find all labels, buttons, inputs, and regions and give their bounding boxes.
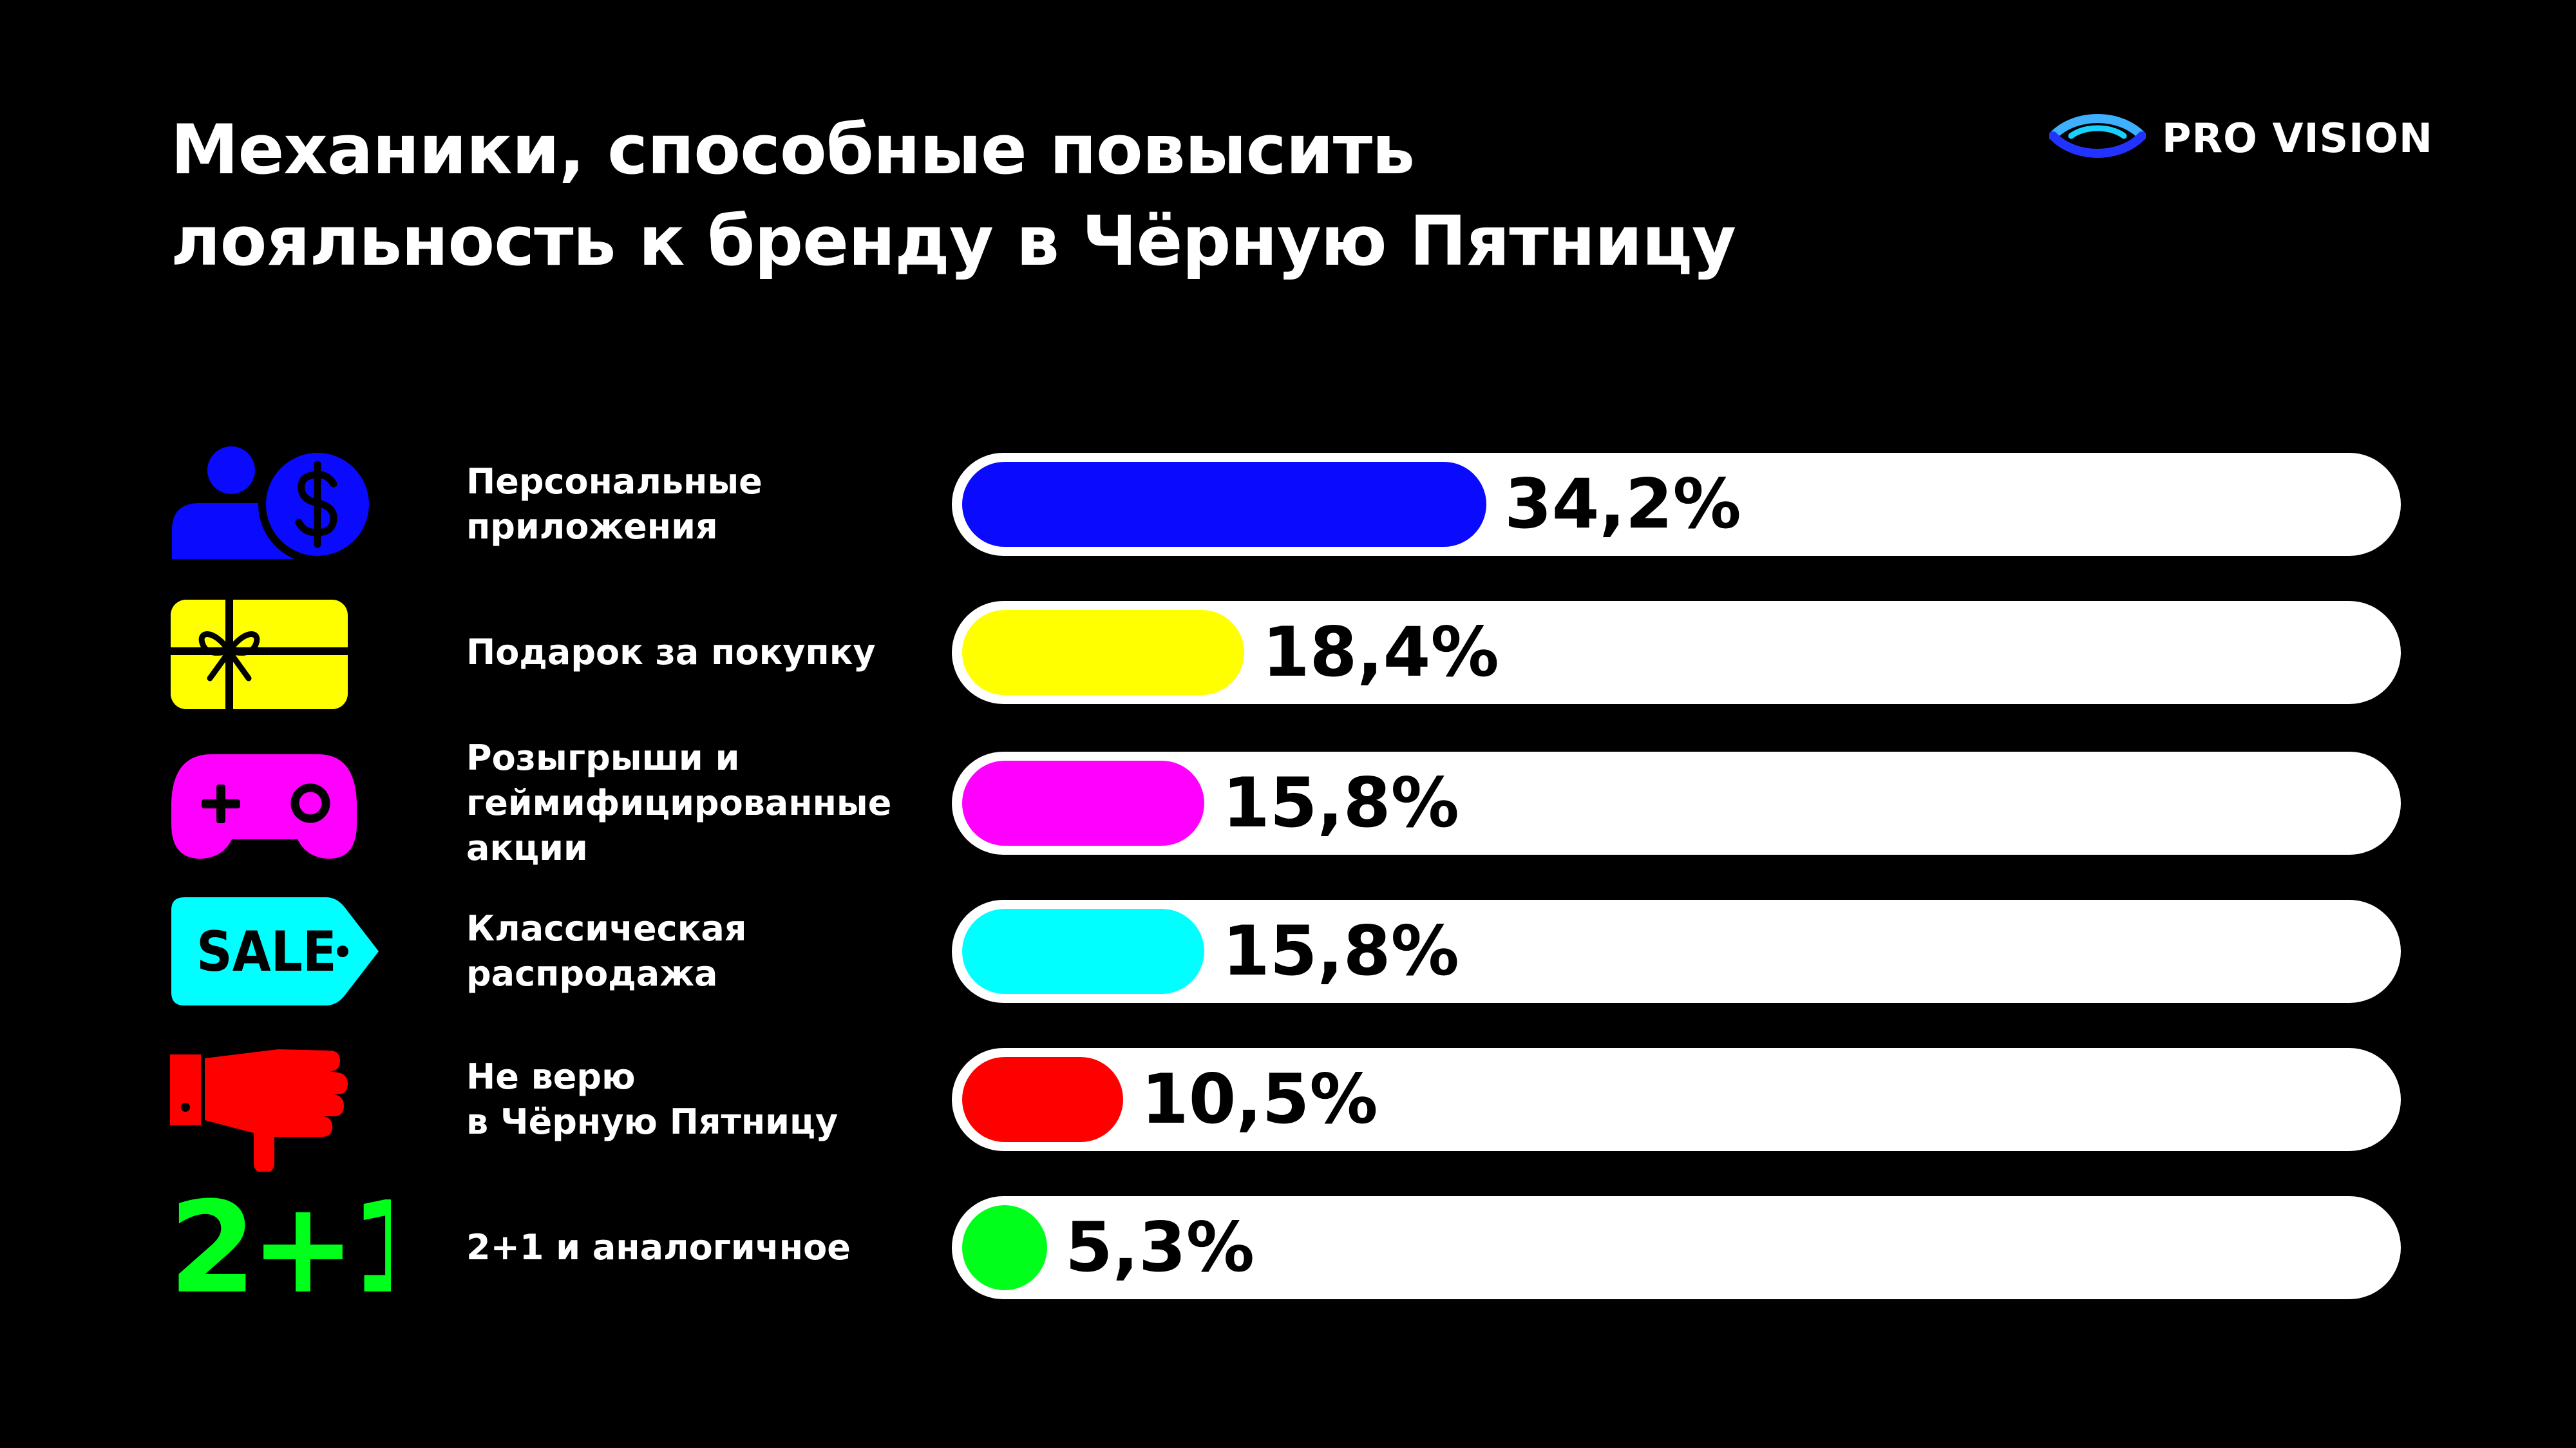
bar-track: 10,5% — [952, 1048, 2401, 1151]
chart-row-sale: SALE Классическая распродажа 15,8% — [0, 893, 2576, 1009]
chart-row-two-plus-one: 2+1 2+1 и аналогичное 5,3% — [0, 1175, 2576, 1322]
category-label: Классическая распродажа — [466, 908, 747, 994]
bar — [962, 610, 1244, 695]
bar — [962, 462, 1486, 547]
gamepad-icon — [169, 745, 391, 861]
thumbs-down-icon — [169, 1042, 391, 1172]
brand-logo: PRO VISION — [2049, 106, 2432, 166]
value-label: 10,5% — [1141, 1060, 1378, 1139]
title-line-2: лояльность к бренду в Чёрную Пятницу — [171, 202, 1736, 281]
user-dollar-icon — [169, 445, 391, 564]
chart-row-gift: Подарок за покупку 18,4% — [0, 595, 2576, 710]
value-label: 15,8% — [1222, 763, 1459, 843]
value-label: 5,3% — [1065, 1208, 1255, 1287]
value-label: 18,4% — [1262, 613, 1499, 692]
category-label: 2+1 и аналогичное — [466, 1227, 851, 1268]
two-plus-one-text: 2+1 — [169, 1190, 391, 1306]
title-line-1: Механики, способные повысить — [171, 110, 1415, 189]
category-label: Персональные приложения — [466, 461, 762, 547]
bar — [962, 1205, 1047, 1290]
value-label: 34,2% — [1504, 464, 1741, 544]
eye-logo-icon — [2049, 114, 2146, 158]
bar-track: 15,8% — [952, 900, 2401, 1003]
sale-tag-icon: SALE — [169, 893, 391, 1009]
chart-row-dont-believe: Не верю в Чёрную Пятницу 10,5% — [0, 1042, 2576, 1172]
bar — [962, 909, 1205, 994]
bar-track: 18,4% — [952, 601, 2401, 704]
chart-row-giveaways: Розыгрыши и геймифицированные акции 15,8… — [0, 738, 2576, 868]
chart-row-personal-apps: Персональные приложения 34,2% — [0, 445, 2576, 564]
value-label: 15,8% — [1222, 911, 1459, 991]
bar — [962, 761, 1205, 846]
category-label: Розыгрыши и геймифицированные акции — [466, 738, 892, 868]
bar-track: 15,8% — [952, 752, 2401, 855]
page-title: Механики, способные повысить лояльность … — [171, 104, 1909, 287]
two-plus-one-icon: 2+1 — [169, 1175, 437, 1322]
bar-track: 5,3% — [952, 1196, 2401, 1299]
sale-tag-text: SALE — [196, 920, 337, 984]
gift-card-icon — [169, 595, 391, 710]
logo-text: PRO VISION — [2162, 115, 2433, 162]
category-label: Подарок за покупку — [466, 632, 876, 672]
bar-track: 34,2% — [952, 453, 2401, 556]
category-label: Не верю в Чёрную Пятницу — [466, 1056, 838, 1142]
bar — [962, 1057, 1123, 1142]
